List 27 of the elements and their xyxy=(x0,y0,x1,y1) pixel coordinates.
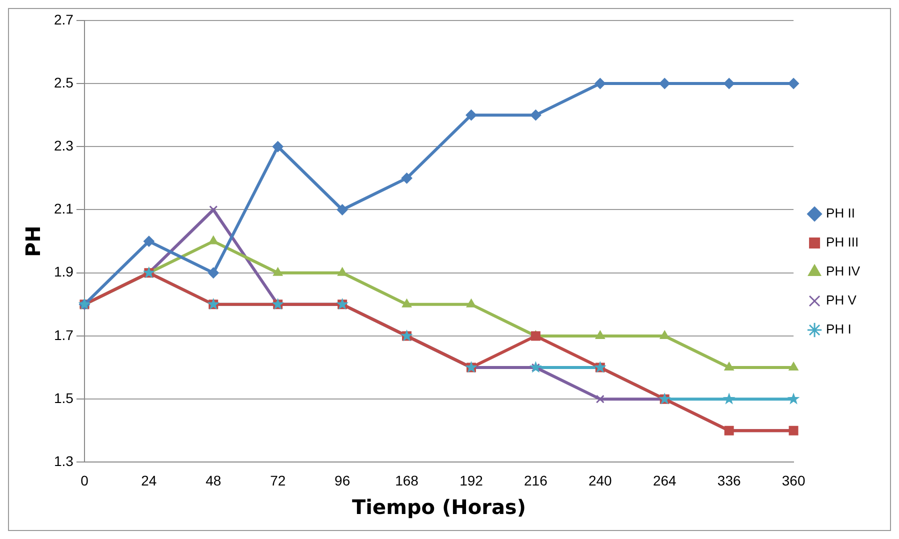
x-tick-label: 72 xyxy=(270,472,286,488)
y-tick-label: 1.9 xyxy=(54,264,74,280)
y-tick-label: 1.7 xyxy=(54,326,74,343)
y-tick-label: 1.5 xyxy=(54,390,74,406)
x-tick-label: 192 xyxy=(460,472,484,488)
y-tick-label: 2.3 xyxy=(54,137,74,154)
y-axis-title: PH xyxy=(21,226,46,258)
legend-label: PH V xyxy=(826,292,857,308)
legend-label: PH IV xyxy=(826,264,860,279)
y-tick-label: 2.7 xyxy=(54,11,74,28)
x-tick-label: 336 xyxy=(717,472,741,488)
x-tick-label: 0 xyxy=(80,472,89,488)
x-tick-label: 24 xyxy=(141,472,157,488)
x-tick-label: 96 xyxy=(334,472,350,488)
x-tick-label: 168 xyxy=(395,472,419,488)
y-tick-label: 2.5 xyxy=(54,74,74,90)
legend-label: PH II xyxy=(826,206,855,221)
x-tick-label: 360 xyxy=(782,472,806,488)
y-tick-label: 2.1 xyxy=(54,200,74,217)
x-tick-label: 48 xyxy=(206,472,222,488)
x-tick-label: 240 xyxy=(588,472,612,488)
x-tick-label: 216 xyxy=(524,472,548,488)
legend-label: PH I xyxy=(826,322,852,337)
y-tick-label: 1.3 xyxy=(54,453,74,470)
x-axis-title: Tiempo (Horas) xyxy=(352,495,526,520)
x-tick-label: 264 xyxy=(652,472,677,488)
legend-label: PH III xyxy=(826,234,859,250)
